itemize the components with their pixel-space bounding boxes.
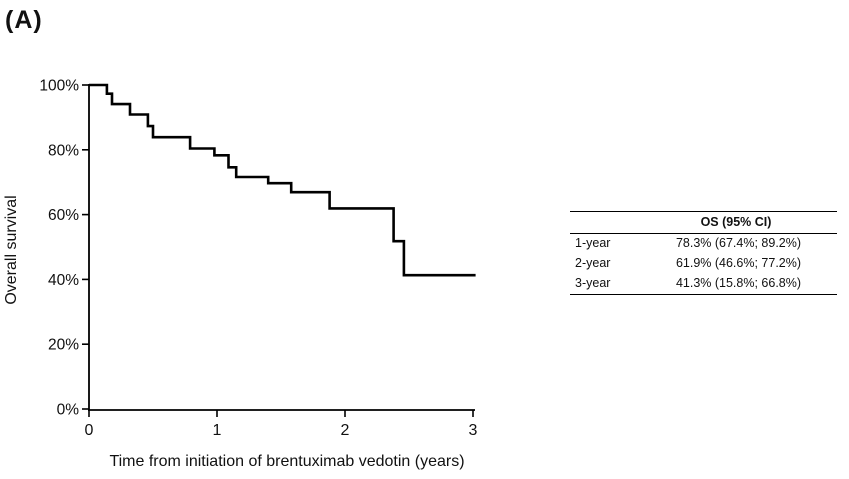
row-label-2-year: 2-year — [575, 256, 611, 271]
y-tick-label: 80% — [48, 142, 79, 159]
row-value-3-year: 41.3% (15.8%; 66.8%) — [675, 276, 802, 291]
x-tick-label: 0 — [85, 422, 94, 439]
table-header-row: OS (95% CI) — [570, 212, 837, 233]
km-survival-chart: 0%20%40%60%80%100%0 1 2 3 Overall survival … — [3, 78, 478, 471]
y-tick-label: 20% — [48, 337, 79, 354]
y-tick-label: 100% — [39, 78, 79, 95]
table-header-os-ci: OS (95% CI) — [700, 215, 772, 229]
table-rule-top — [570, 211, 837, 212]
table-rule-bottom — [570, 293, 837, 295]
table-row: 3-year 41.3% (15.8%; 66.8%) — [570, 274, 837, 294]
os-summary-table: OS (95% CI) 1-year 78.3% (67.4%; 89.2%) … — [570, 211, 837, 295]
panel-label: (A) — [5, 6, 43, 34]
plot-area: 0% 20% 40% 60% 80% 100% 0 1 2 3 — [39, 78, 477, 440]
x-tick-label: 2 — [341, 422, 350, 439]
table-row: 1-year 78.3% (67.4%; 89.2%) — [570, 234, 837, 254]
y-tick-label: 60% — [48, 207, 79, 224]
x-tick-label: 1 — [213, 422, 222, 439]
row-label-1-year: 1-year — [575, 236, 611, 251]
table-rule-middle — [570, 232, 837, 234]
survival-curve — [89, 83, 476, 277]
y-tick-label: 0% — [57, 402, 80, 419]
x-tick-label: 3 — [469, 422, 478, 439]
row-label-3-year: 3-year — [575, 276, 611, 291]
y-tick-label: 40% — [48, 272, 79, 289]
table-row: 2-year 61.9% (46.6%; 77.2%) — [570, 254, 837, 274]
y-axis-title: Overall survival — [3, 195, 20, 304]
row-value-2-year: 61.9% (46.6%; 77.2%) — [675, 256, 802, 271]
row-value-1-year: 78.3% (67.4%; 89.2%) — [675, 236, 802, 251]
x-axis-title: Time from initiation of brentuximab vedo… — [109, 453, 464, 470]
